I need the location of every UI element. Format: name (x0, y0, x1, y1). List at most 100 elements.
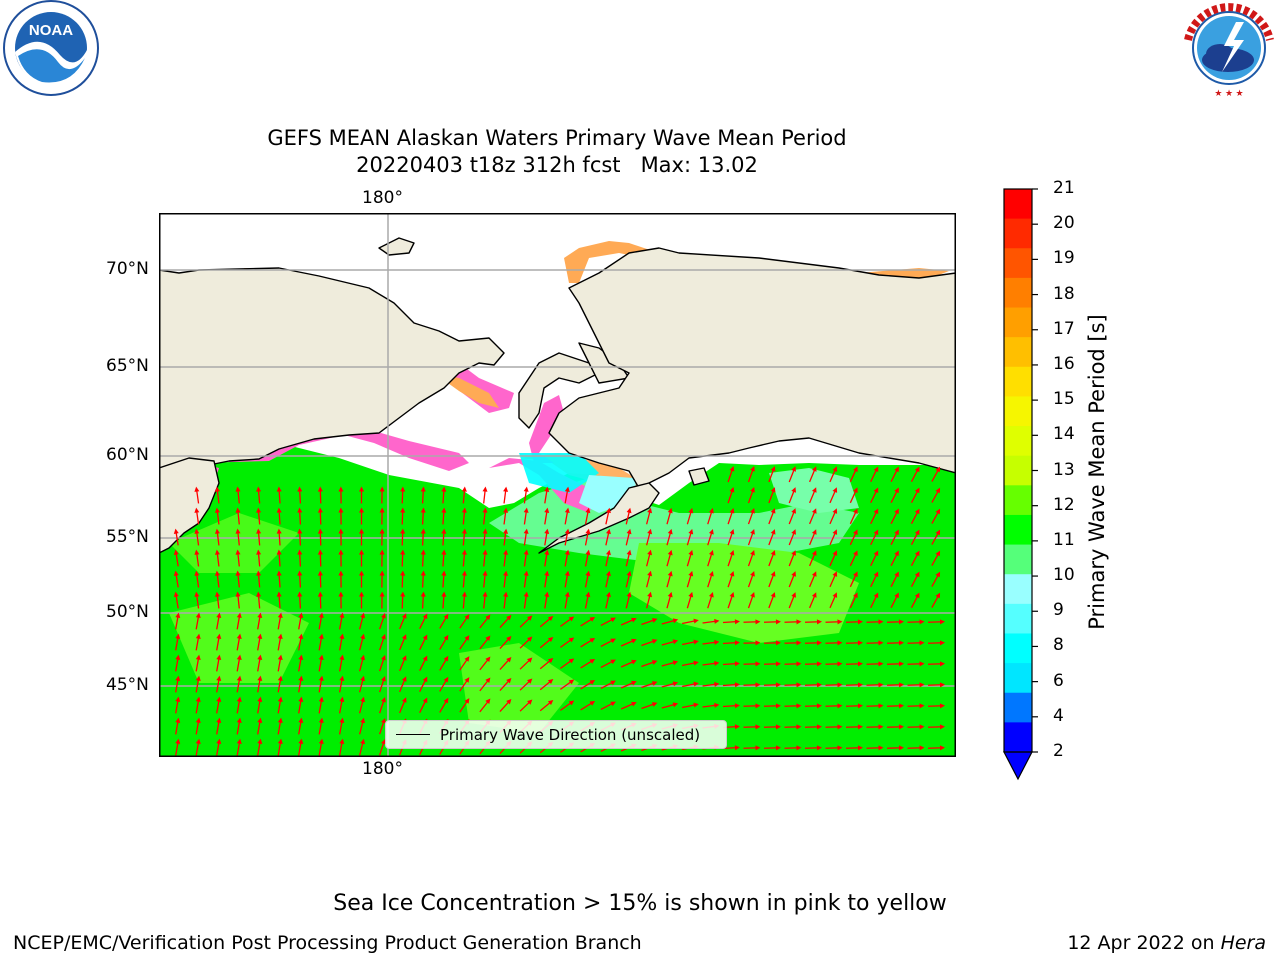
wave-arrow-head (770, 466, 776, 472)
wave-arrow-head (194, 507, 200, 513)
wave-arrow-head (360, 696, 366, 703)
wave-arrow-head (714, 618, 720, 624)
wave-arrow-head (338, 570, 344, 576)
wave-arrow-head (585, 549, 591, 556)
noaa-logo-text: NOAA (29, 22, 73, 39)
wave-arrow-head (873, 508, 879, 515)
wave-arrow-head (527, 636, 533, 642)
wave-arrow-head (688, 528, 694, 535)
wave-arrow-head (755, 619, 761, 625)
wave-arrow-head (338, 528, 344, 534)
wave-arrow-head (338, 591, 344, 597)
wave-arrow-head (631, 701, 637, 707)
wave-arrow-head (527, 657, 533, 663)
wave-arrow-head (276, 486, 282, 492)
wave-arrow-head (523, 570, 529, 576)
wave-arrow-head (935, 508, 941, 515)
wave-arrow-head (919, 640, 925, 646)
colorbar-bin (1004, 692, 1032, 723)
wave-arrow-head (651, 639, 658, 644)
wave-arrow-head (443, 655, 449, 662)
wave-arrow-head (734, 661, 740, 667)
wave-arrow-head (708, 570, 714, 577)
wave-arrow-head (401, 634, 407, 640)
legend-label: Primary Wave Direction (unscaled) (440, 725, 701, 744)
wave-arrow-head (755, 724, 761, 730)
lat-label-65: 65°N (106, 356, 149, 376)
wave-arrow-head (503, 486, 509, 492)
wave-arrow-head (714, 660, 720, 666)
lat-label-70: 70°N (106, 259, 149, 279)
wave-arrow-head (857, 682, 863, 688)
wave-arrow-head (750, 592, 755, 598)
wave-arrow-head (298, 717, 304, 724)
wave-arrow-head (422, 655, 428, 662)
wave-arrow-head (853, 529, 858, 535)
wave-arrow-head (485, 677, 491, 684)
wave-arrow-head (381, 633, 386, 640)
wave-arrow-head (443, 613, 449, 620)
wave-arrow-head (317, 507, 323, 513)
wave-arrow-head (485, 656, 491, 663)
wave-arrow-head (482, 507, 488, 513)
wave-arrow-head (339, 612, 345, 619)
wave-arrow-head (755, 640, 761, 646)
wave-arrow-head (379, 486, 385, 492)
wave-arrow-head (338, 549, 344, 555)
wave-arrow-head (750, 571, 755, 577)
wave-arrow-head (195, 696, 201, 703)
wave-arrow-head (708, 507, 714, 514)
wave-arrow-head (236, 675, 242, 682)
wave-arrow-head (379, 570, 385, 576)
wave-arrow-head (651, 618, 658, 623)
wave-arrow-head (381, 612, 386, 619)
wave-arrow-head (216, 696, 222, 703)
colorbar-tick-label: 17 (1053, 318, 1075, 339)
wave-arrow-head (796, 661, 802, 667)
wave-arrow-head (935, 592, 941, 599)
wave-arrow-head (547, 678, 554, 685)
wave-arrow-head (734, 682, 740, 688)
wave-arrow-head (256, 486, 262, 492)
svg-text:★ ★ ★: ★ ★ ★ (1214, 88, 1243, 98)
wave-arrow-head (339, 654, 345, 661)
wave-arrow-head (235, 528, 241, 534)
wave-arrow-head (873, 466, 879, 473)
wave-arrow-head (647, 528, 653, 535)
wave-arrow-head (173, 570, 179, 576)
wave-arrow-head (606, 528, 611, 535)
wave-arrow-head (919, 703, 925, 709)
wave-arrow-head (775, 703, 781, 709)
wave-arrow-head (175, 675, 181, 682)
wave-arrow-head (688, 570, 694, 577)
wave-arrow-head (175, 654, 181, 661)
wave-arrow-head (898, 724, 904, 730)
wave-arrow-head (194, 570, 200, 576)
wave-arrow-head (853, 508, 858, 514)
wave-arrow-head (729, 507, 735, 514)
wave-arrow-head (235, 507, 241, 513)
wave-arrow-head (832, 571, 838, 577)
wave-arrow-head (729, 549, 735, 556)
colorbar (1003, 188, 1038, 781)
wave-arrow-head (298, 654, 304, 661)
wave-arrow-head (175, 738, 181, 745)
wave-arrow-head (585, 528, 591, 535)
wave-arrow-head (464, 677, 470, 683)
wave-arrow-head (626, 591, 632, 598)
wave-arrow-head (422, 613, 428, 620)
wave-arrow-head (257, 675, 263, 682)
wave-arrow-head (256, 591, 262, 597)
wave-arrow-head (878, 703, 884, 709)
wave-arrow-head (544, 528, 550, 534)
wave-arrow-head (606, 507, 611, 514)
colorbar-bin (1004, 218, 1032, 249)
wave-arrow-head (257, 696, 263, 703)
wave-arrow-head (935, 529, 941, 536)
wave-arrow-head (750, 487, 755, 493)
wave-arrow-head (420, 549, 426, 555)
wave-arrow-head (734, 640, 740, 646)
wave-arrow-head (873, 592, 879, 599)
wave-arrow-head (523, 591, 529, 597)
wave-arrow-head (277, 696, 283, 703)
